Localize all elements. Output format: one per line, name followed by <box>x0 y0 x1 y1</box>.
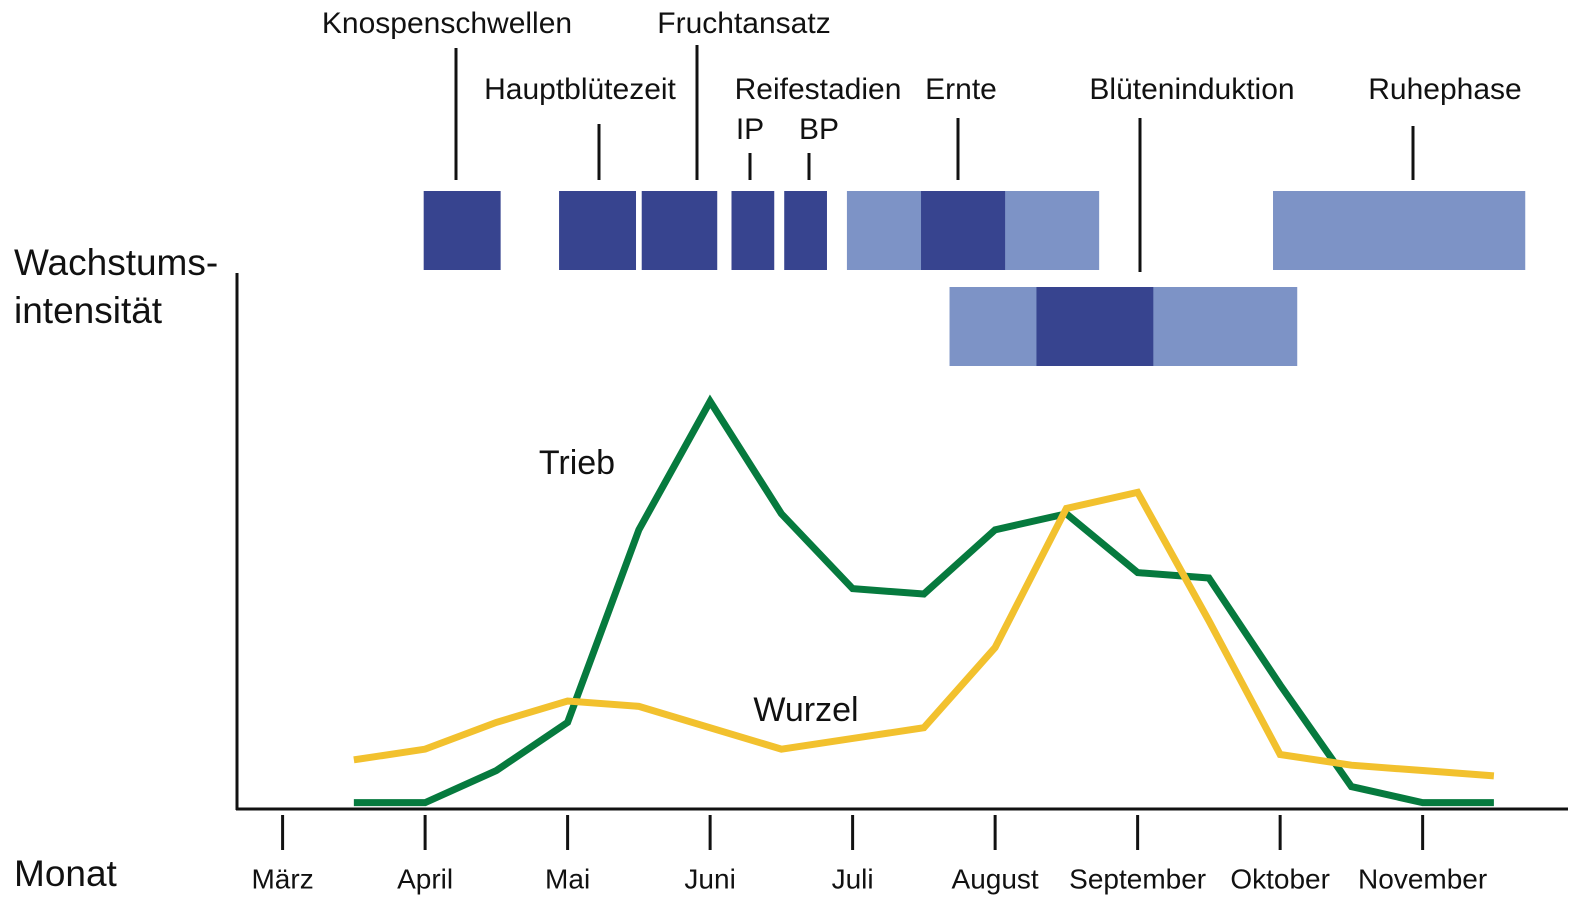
x-tick-label: Oktober <box>1230 863 1330 894</box>
series-line <box>353 488 1495 780</box>
x-axis-label: Monat <box>14 853 118 894</box>
phase-label: Fruchtansatz <box>657 7 830 40</box>
y-axis-label: intensität <box>14 290 163 331</box>
x-tick-label: August <box>952 863 1039 894</box>
phase-bar <box>784 191 827 270</box>
phase-peak <box>921 191 1006 270</box>
series-label: Trieb <box>539 444 615 482</box>
phase-label: Ruhephase <box>1368 73 1521 106</box>
phase-label: BP <box>799 113 839 146</box>
phase-label: Hauptblütezeit <box>484 73 676 106</box>
phase-label: Ernte <box>925 73 997 106</box>
phase-bar <box>559 191 637 270</box>
phase-label: IP <box>736 113 764 146</box>
phase-bar <box>423 191 501 270</box>
x-tick-label: Mai <box>545 863 590 894</box>
x-tick-label: April <box>397 863 453 894</box>
phase-bar <box>731 191 775 270</box>
x-tick-label: November <box>1358 863 1487 894</box>
phase-peak <box>1036 287 1154 366</box>
annotation: Reifestadien <box>735 73 902 106</box>
phase-bar <box>641 191 718 270</box>
phase-label: Blüteninduktion <box>1089 73 1294 106</box>
series-line <box>353 394 1494 807</box>
x-tick-label: März <box>251 863 313 894</box>
phase-bar <box>1273 191 1526 270</box>
x-tick-label: Juni <box>684 863 735 894</box>
series-label: Wurzel <box>753 691 858 729</box>
x-tick-label: September <box>1069 863 1206 894</box>
y-axis-label: Wachstums- <box>14 242 218 283</box>
x-tick-label: Juli <box>832 863 874 894</box>
phase-label: Knospenschwellen <box>322 7 572 40</box>
